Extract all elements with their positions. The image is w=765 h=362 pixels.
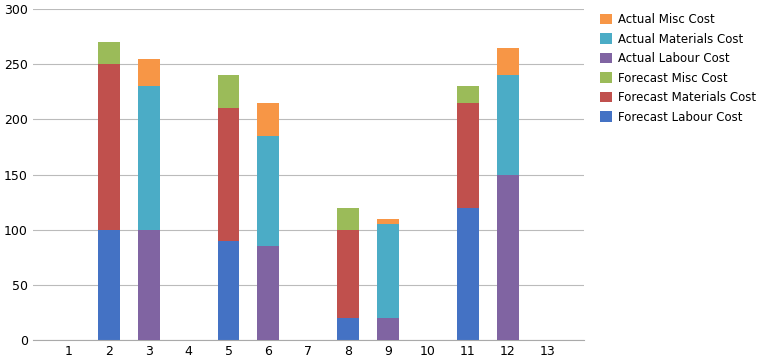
Bar: [377, 318, 399, 340]
Bar: [337, 318, 360, 340]
Bar: [457, 208, 479, 340]
Bar: [377, 219, 399, 224]
Bar: [98, 230, 120, 340]
Bar: [138, 59, 160, 87]
Bar: [138, 230, 160, 340]
Bar: [98, 64, 120, 230]
Bar: [496, 174, 519, 340]
Bar: [496, 48, 519, 75]
Bar: [98, 42, 120, 64]
Bar: [217, 241, 239, 340]
Bar: [457, 87, 479, 103]
Bar: [217, 75, 239, 108]
Legend: Actual Misc Cost, Actual Materials Cost, Actual Labour Cost, Forecast Misc Cost,: Actual Misc Cost, Actual Materials Cost,…: [595, 8, 760, 129]
Bar: [337, 230, 360, 318]
Bar: [217, 108, 239, 241]
Bar: [377, 224, 399, 318]
Bar: [258, 246, 279, 340]
Bar: [337, 208, 360, 230]
Bar: [258, 103, 279, 136]
Bar: [258, 136, 279, 246]
Bar: [457, 103, 479, 208]
Bar: [138, 87, 160, 230]
Bar: [496, 75, 519, 174]
